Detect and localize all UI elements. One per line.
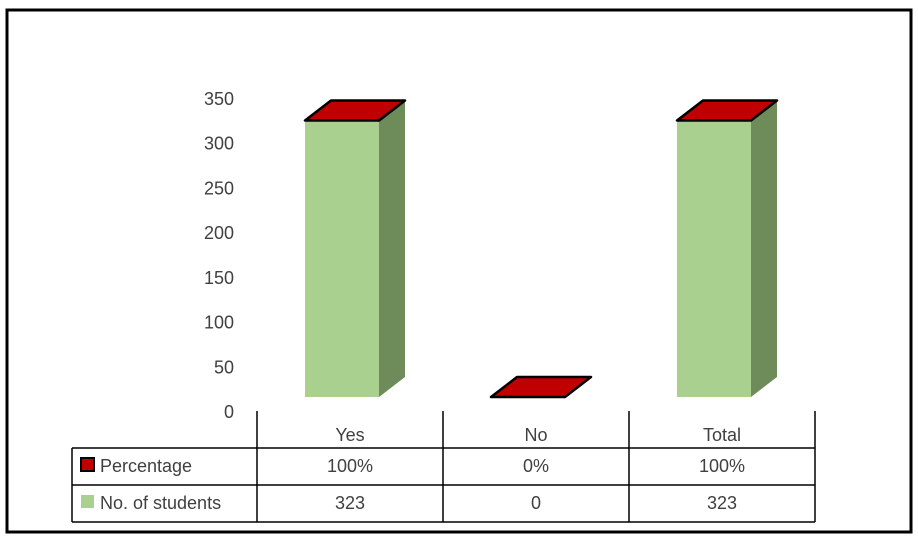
bar-front	[305, 120, 379, 398]
y-tick-label: 100	[204, 313, 234, 333]
legend-series-name: Percentage	[100, 456, 192, 476]
bar-yes	[303, 99, 407, 398]
bars	[303, 99, 779, 399]
bar-cap	[303, 99, 407, 122]
bar-side	[379, 100, 405, 398]
table-cell-value: 100%	[327, 456, 373, 476]
bar-total	[675, 99, 779, 398]
x-category-label: Yes	[335, 425, 364, 445]
bar-cap	[489, 375, 593, 399]
x-category-label: No	[524, 425, 547, 445]
legend-key-percentage	[80, 457, 95, 472]
bar-cap	[675, 99, 779, 122]
y-tick-label: 250	[204, 178, 234, 198]
y-tick-label: 350	[204, 89, 234, 109]
table-cell-value: 323	[707, 493, 737, 513]
legend-series-name: No. of students	[100, 493, 221, 513]
bar-front	[677, 120, 751, 398]
y-axis-ticks: 0 50 100 150 200 250 300 350	[204, 89, 234, 422]
table-cell-value: 323	[335, 493, 365, 513]
x-category-label: Total	[703, 425, 741, 445]
y-tick-label: 150	[204, 268, 234, 288]
y-tick-label: 200	[204, 223, 234, 243]
table-cell-value: 0	[531, 493, 541, 513]
y-tick-label: 0	[224, 402, 234, 422]
y-tick-label: 50	[214, 357, 234, 377]
legend-key-students	[81, 495, 94, 508]
table-cell-value: 0%	[523, 456, 549, 476]
bar-no	[489, 375, 593, 399]
data-table: Yes No Total Percentage 100% 0% 100% No. of stu…	[71, 411, 816, 523]
y-tick-label: 300	[204, 134, 234, 154]
bar-side	[751, 100, 777, 398]
table-cell-value: 100%	[699, 456, 745, 476]
